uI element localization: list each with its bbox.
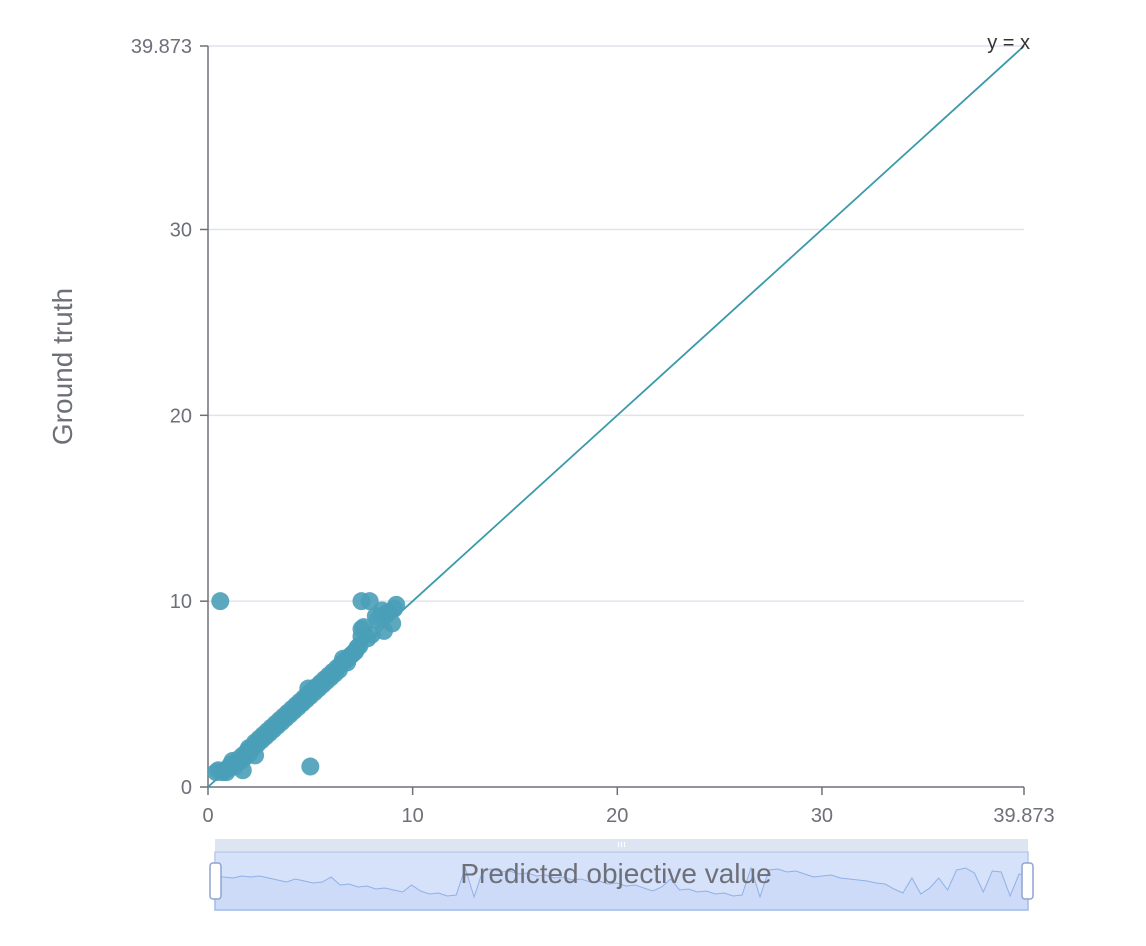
axis-ticks: 0 10 20 30 39.873 0 10 20 30 39.873	[131, 36, 1055, 827]
x-tick-label: 39.873	[993, 805, 1054, 827]
data-point	[211, 592, 230, 611]
reference-line-label: y = x	[987, 32, 1030, 54]
y-tick-label: 39.873	[131, 36, 192, 58]
data-point	[360, 592, 379, 611]
data-point	[301, 757, 320, 776]
data-points	[207, 592, 406, 782]
x-tick-label: 30	[811, 805, 833, 827]
data-point	[383, 614, 402, 633]
y-tick-label: 20	[170, 405, 192, 427]
y-axis-title: Ground truth	[47, 288, 78, 445]
y-tick-label: 30	[170, 219, 192, 241]
x-tick-label: 0	[202, 805, 213, 827]
x-tick-label: 20	[606, 805, 628, 827]
zoom-data-preview	[214, 866, 1029, 911]
grid-lines	[208, 45, 1024, 602]
zoom-right-handle[interactable]	[1021, 862, 1034, 900]
data-zoom-slider[interactable]	[209, 839, 1034, 911]
x-axis-title: Predicted objective value	[460, 858, 771, 889]
zoom-grip-icon	[617, 842, 626, 847]
zoom-left-handle[interactable]	[209, 862, 222, 900]
y-tick-label: 0	[181, 777, 192, 799]
data-point	[387, 595, 406, 614]
x-tick-label: 10	[402, 805, 424, 827]
y-tick-label: 10	[170, 591, 192, 613]
